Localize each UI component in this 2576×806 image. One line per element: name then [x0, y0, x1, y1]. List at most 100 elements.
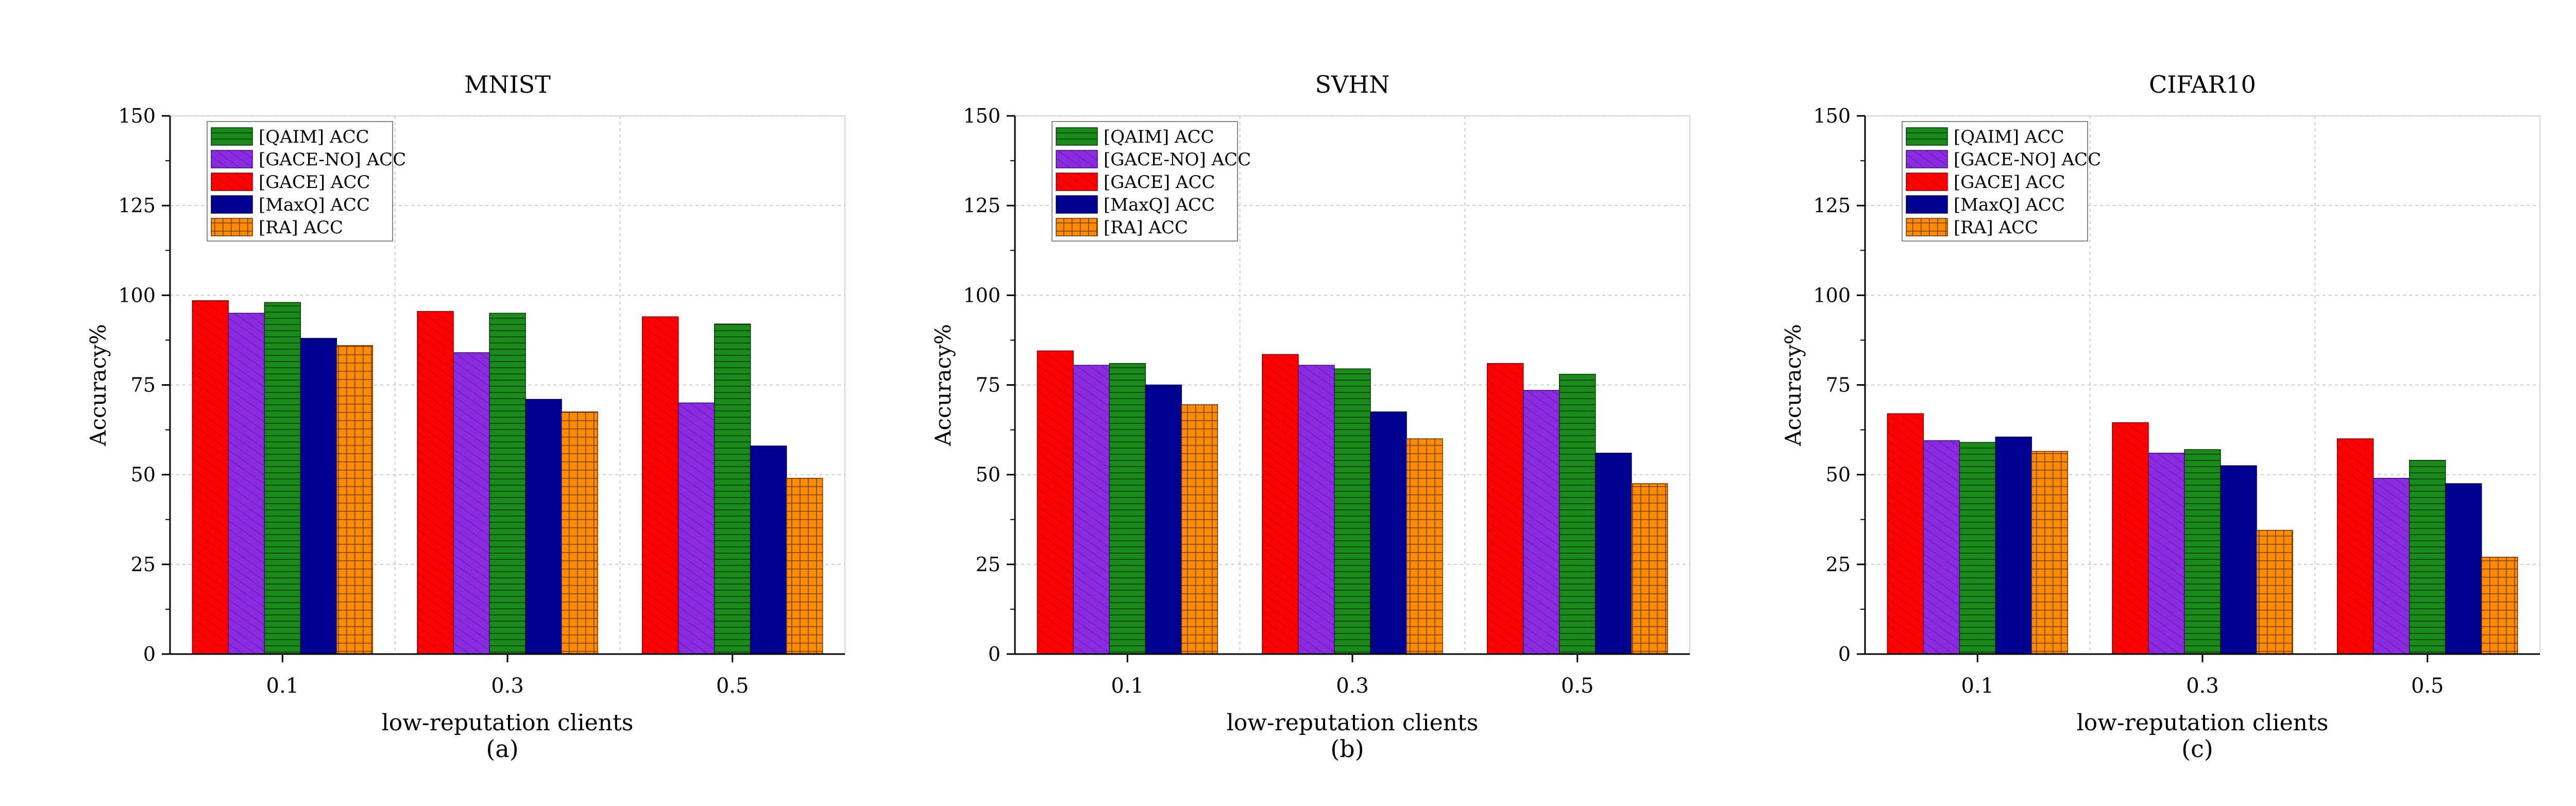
x-tick-label: 0.1	[266, 674, 299, 698]
bar-gace-0_5	[2336, 438, 2374, 655]
bar-gace-0_5	[641, 316, 679, 655]
bar-gace-no-0_1	[1073, 365, 1110, 655]
y-tick-label: 100	[963, 284, 1001, 306]
legend: [QAIM] ACC[GACE-NO] ACC[GACE] ACC[MaxQ] …	[1052, 121, 1251, 242]
y-tick-label: 100	[118, 284, 156, 306]
legend-swatch-gace-no	[1056, 150, 1098, 168]
legend-label-maxq: [MaxQ] ACC	[1104, 195, 1215, 215]
legend: [QAIM] ACC[GACE-NO] ACC[GACE] ACC[MaxQ] …	[1902, 121, 2101, 242]
legend-swatch-gace	[1906, 173, 1948, 191]
chart-panel-0: 0 25 50 75 100 125 150 0.1 0.3 0.5 MNIST low-reputa…	[86, 71, 845, 763]
y-axis-label: Accuracy%	[86, 324, 111, 447]
legend-swatch-maxq	[1906, 195, 1948, 214]
y-tick-label: 125	[118, 194, 156, 217]
bar-qaim-0_1	[1109, 363, 1146, 655]
bar-qaim-0_3	[489, 313, 526, 655]
bar-gace-0_5	[1486, 363, 1524, 655]
bar-gace-no-0_3	[2148, 453, 2185, 655]
x-axis-label: low-reputation clients	[1227, 710, 1479, 736]
bar-maxq-0_1	[300, 338, 337, 655]
x-axis-label: low-reputation clients	[2077, 710, 2329, 736]
legend-swatch-gace	[1056, 173, 1098, 191]
bar-gace-0_3	[1262, 354, 1299, 655]
bar-maxq-0_3	[1370, 411, 1407, 655]
bar-ra-0_5	[1631, 483, 1668, 655]
bar-qaim-0_3	[1334, 368, 1371, 655]
legend-label-gace: [GACE] ACC	[1104, 172, 1215, 193]
bar-gace-0_3	[417, 311, 454, 655]
bar-qaim-0_1	[1959, 442, 1996, 655]
chart-title: MNIST	[464, 71, 551, 98]
legend-swatch-ra	[211, 218, 253, 236]
legend-label-maxq: [MaxQ] ACC	[1954, 195, 2065, 215]
bar-ra-0_3	[1406, 438, 1443, 655]
y-tick-label: 75	[131, 374, 156, 397]
legend-label-qaim: [QAIM] ACC	[1104, 127, 1214, 147]
y-tick-label: 150	[1813, 105, 1851, 127]
bar-gace-no-0_5	[2372, 477, 2410, 655]
bar-gace-no-0_1	[228, 313, 265, 655]
y-tick-label: 50	[131, 464, 156, 486]
legend-label-gace: [GACE] ACC	[259, 172, 370, 193]
y-tick-label: 25	[976, 553, 1001, 576]
y-tick-label: 100	[1813, 284, 1851, 306]
legend-swatch-qaim	[1056, 127, 1098, 146]
y-tick-label: 0	[143, 643, 156, 665]
x-tick-label: 0.1	[1961, 674, 1994, 698]
legend-label-ra: [RA] ACC	[259, 217, 343, 238]
y-tick-label: 0	[1838, 643, 1851, 665]
bar-qaim-0_5	[2409, 460, 2446, 655]
legend-label-gace-no: [GACE-NO] ACC	[259, 149, 406, 170]
legend-swatch-gace-no	[1906, 150, 1948, 168]
bar-maxq-0_5	[2445, 483, 2482, 655]
bar-gace-no-0_5	[677, 402, 715, 655]
legend-label-qaim: [QAIM] ACC	[1954, 127, 2064, 147]
chart-title: CIFAR10	[2149, 71, 2256, 98]
chart-panels: 0 25 50 75 100 125 150 0.1 0.3 0.5 MNIST low-reputa…	[86, 71, 2540, 763]
bar-gace-0_1	[1037, 350, 1074, 655]
y-tick-label: 75	[976, 374, 1001, 397]
panel-caption: (b)	[1330, 735, 1364, 763]
bar-gace-no-0_1	[1923, 440, 1960, 655]
bar-ra-0_5	[786, 477, 823, 655]
legend-swatch-maxq	[211, 195, 253, 214]
legend-label-ra: [RA] ACC	[1104, 217, 1188, 238]
y-tick-label: 25	[1826, 553, 1851, 576]
legend-swatch-qaim	[211, 127, 253, 146]
bar-ra-0_3	[561, 411, 598, 655]
bar-maxq-0_1	[1145, 384, 1182, 655]
bar-qaim-0_5	[1558, 373, 1596, 655]
y-axis-label: Accuracy%	[1781, 324, 1806, 447]
legend-swatch-qaim	[1906, 127, 1948, 146]
bar-gace-no-0_3	[453, 352, 490, 655]
legend-swatch-gace	[211, 173, 253, 191]
x-tick-label: 0.5	[1561, 674, 1594, 698]
bar-ra-0_5	[2481, 557, 2518, 655]
bar-ra-0_1	[1181, 404, 1218, 655]
bar-qaim-0_1	[264, 302, 301, 655]
legend-label-gace-no: [GACE-NO] ACC	[1954, 149, 2101, 170]
bar-gace-0_3	[2112, 422, 2149, 655]
legend: [QAIM] ACC[GACE-NO] ACC[GACE] ACC[MaxQ] …	[207, 121, 406, 242]
panel-caption: (c)	[2181, 735, 2213, 763]
y-tick-label: 25	[131, 553, 156, 576]
y-tick-label: 150	[963, 105, 1001, 127]
bar-ra-0_3	[2256, 529, 2293, 655]
legend-swatch-ra	[1906, 218, 1948, 236]
x-tick-label: 0.3	[2186, 674, 2219, 698]
bar-qaim-0_5	[714, 323, 751, 655]
legend-label-gace-no: [GACE-NO] ACC	[1104, 149, 1251, 170]
y-tick-label: 50	[976, 464, 1001, 486]
x-tick-label: 0.3	[1336, 674, 1369, 698]
legend-swatch-gace-no	[211, 150, 253, 168]
bar-gace-0_1	[1887, 413, 1924, 655]
y-tick-label: 75	[1826, 374, 1851, 397]
bar-maxq-0_5	[1595, 453, 1632, 655]
bar-maxq-0_1	[1995, 436, 2032, 655]
bar-gace-0_1	[192, 300, 229, 655]
y-tick-label: 50	[1826, 464, 1851, 486]
x-tick-label: 0.5	[2411, 674, 2444, 698]
legend-swatch-maxq	[1056, 195, 1098, 214]
legend-label-ra: [RA] ACC	[1954, 217, 2038, 238]
